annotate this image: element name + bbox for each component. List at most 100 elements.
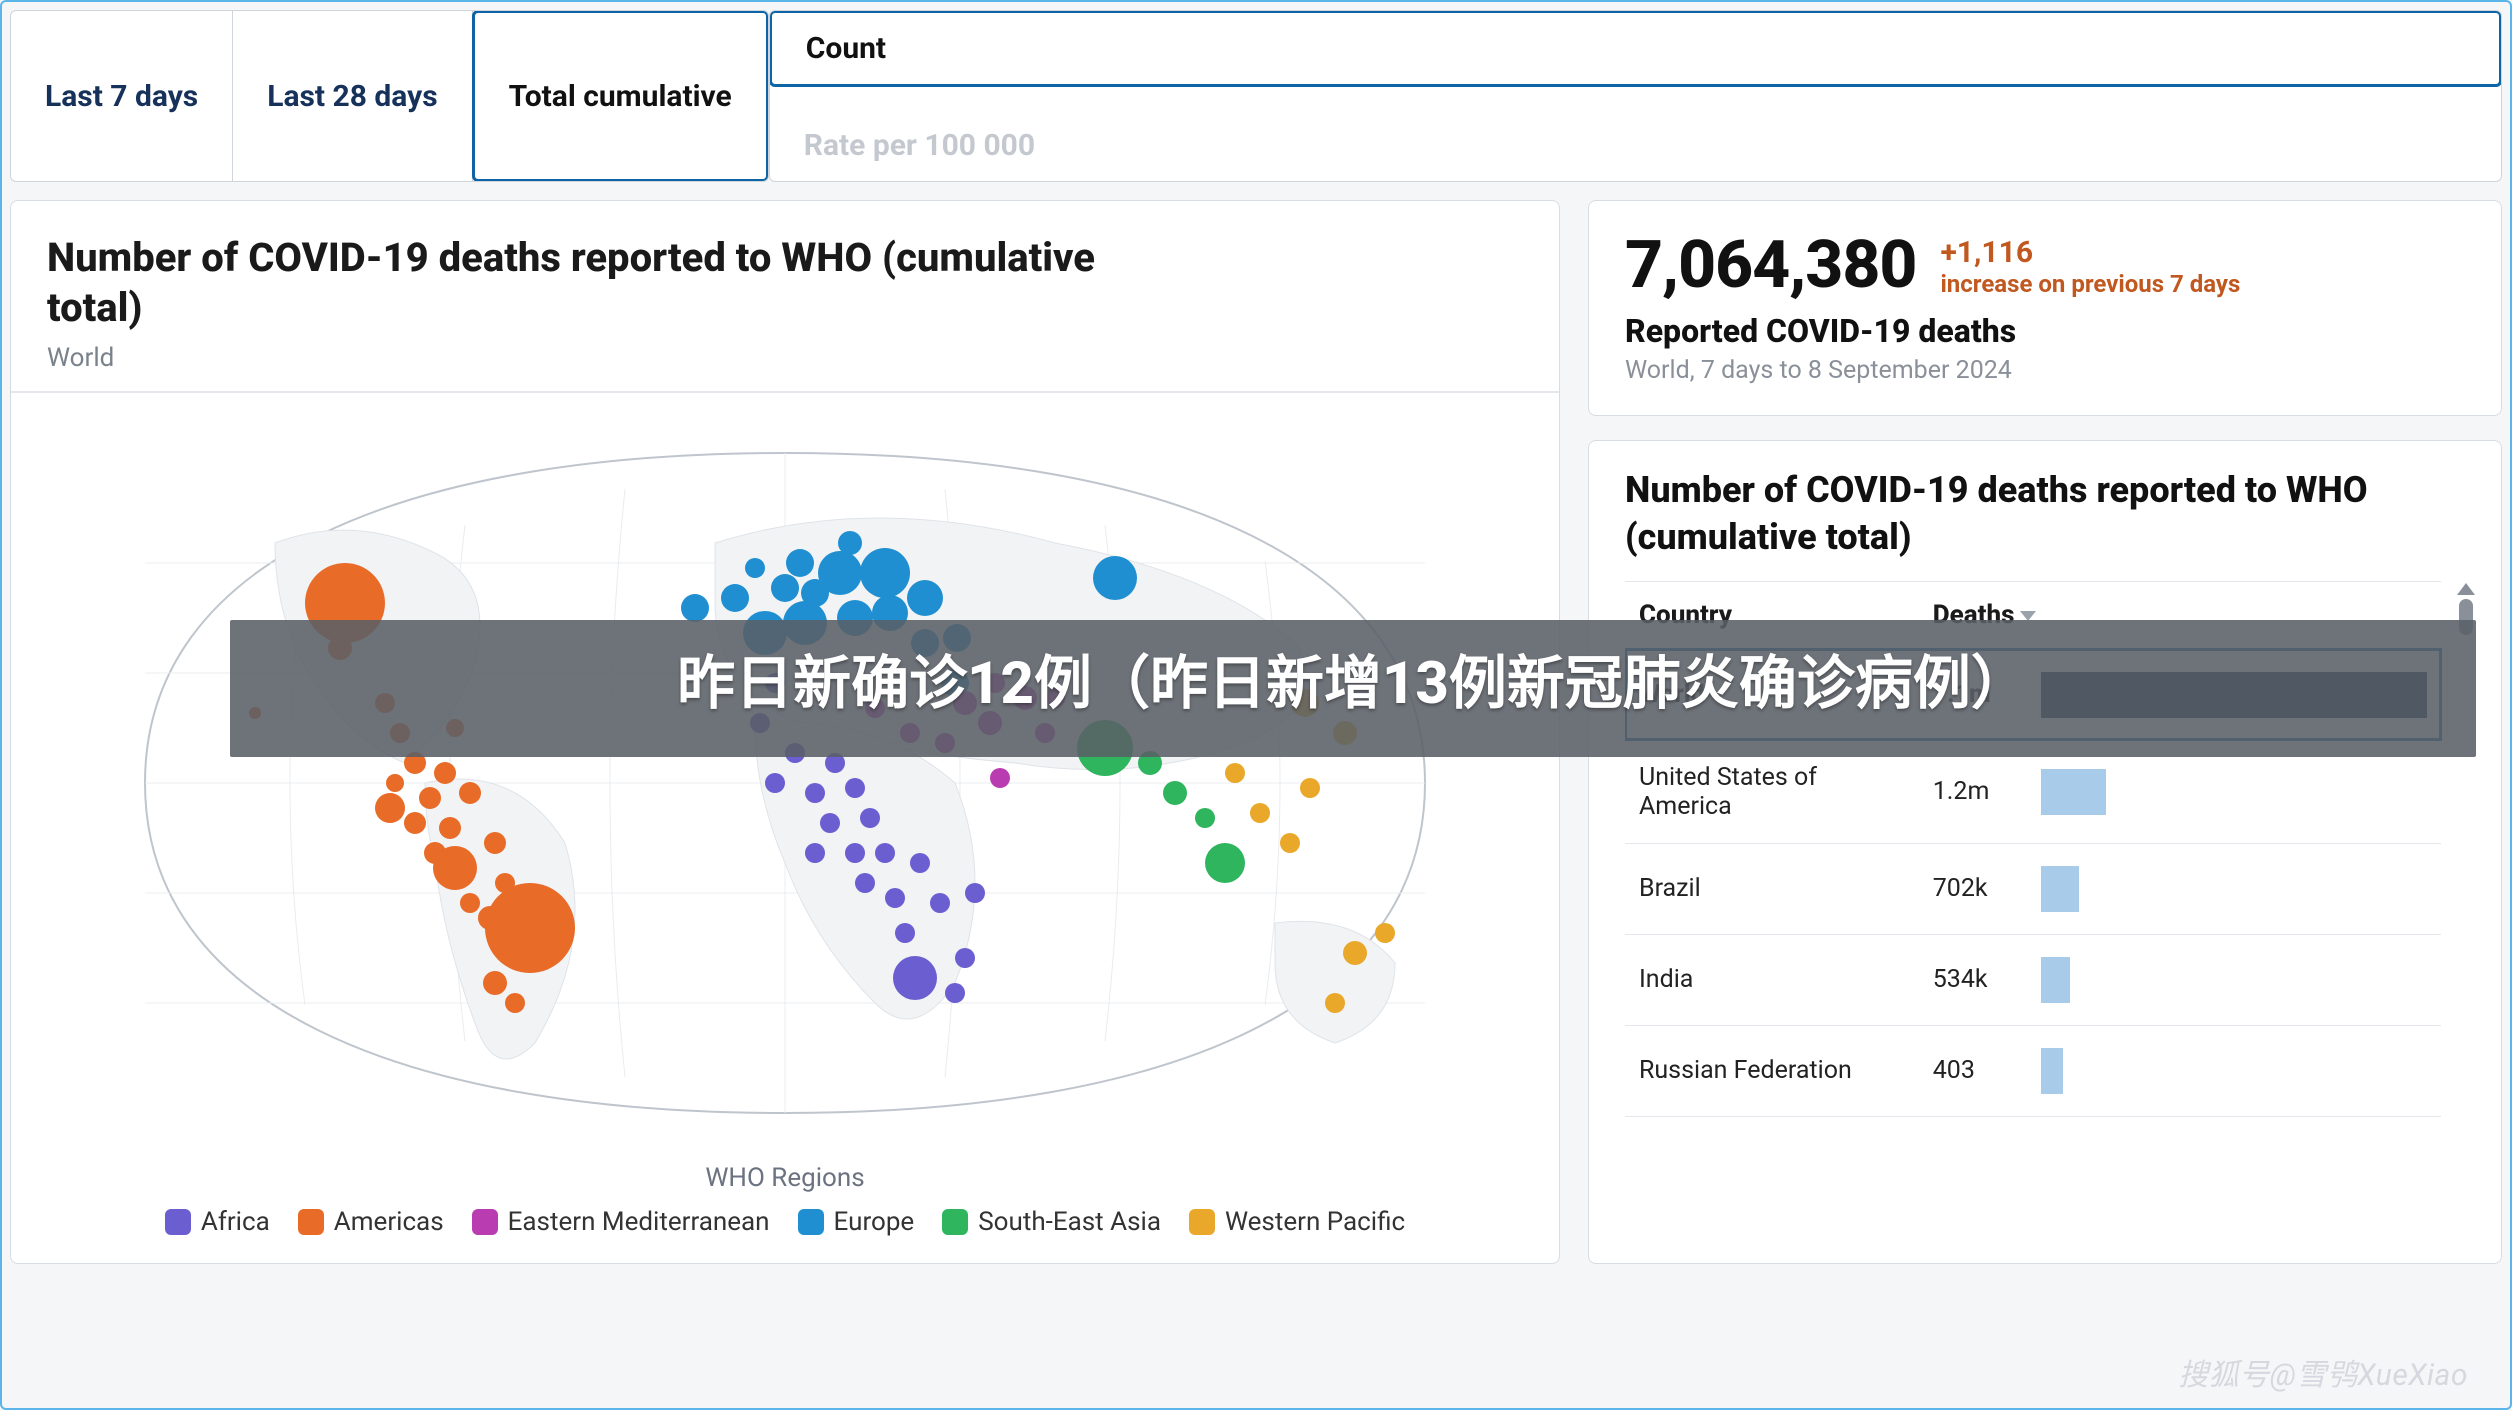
map-bubble[interactable] [910, 853, 930, 873]
time-tab-2[interactable]: Total cumulative [472, 10, 769, 182]
table-title: Number of COVID-19 deaths reported to WH… [1625, 467, 2481, 561]
legend-label: Europe [834, 1207, 915, 1237]
map-legend: WHO Regions Africa Americas Eastern Medite… [11, 1153, 1559, 1263]
map-bubble[interactable] [1300, 778, 1320, 798]
map-bubble[interactable] [1280, 833, 1300, 853]
map-bubble[interactable] [419, 787, 441, 809]
map-bubble[interactable] [895, 923, 915, 943]
map-bubble[interactable] [955, 948, 975, 968]
map-bubble[interactable] [805, 783, 825, 803]
map-bubble[interactable] [1325, 993, 1345, 1013]
map-bubble[interactable] [433, 846, 477, 890]
time-range-tabs: Last 7 daysLast 28 daysTotal cumulative [10, 10, 769, 182]
map-bubble[interactable] [459, 782, 481, 804]
watermark: 搜狐号@雪鸮XueXiao [2178, 1350, 2468, 1394]
top-toolbar: Last 7 daysLast 28 daysTotal cumulative … [10, 10, 2502, 182]
bubble-map[interactable] [11, 393, 1559, 1153]
map-bubble[interactable] [805, 843, 825, 863]
kpi-value: 7,064,380 [1625, 227, 1916, 304]
legend-title: WHO Regions [11, 1163, 1559, 1193]
map-bubble[interactable] [745, 558, 765, 578]
map-bubble[interactable] [434, 762, 456, 784]
map-bubble[interactable] [838, 531, 862, 555]
legend-swatch [798, 1209, 824, 1235]
legend-label: South-East Asia [978, 1207, 1161, 1237]
metric-tab-0[interactable]: Count [769, 10, 2502, 87]
map-bubble[interactable] [818, 551, 862, 595]
map-bubble[interactable] [786, 549, 814, 577]
map-bubble[interactable] [505, 993, 525, 1013]
map-bubble[interactable] [1195, 808, 1215, 828]
map-bubble[interactable] [875, 843, 895, 863]
map-bubble[interactable] [765, 773, 785, 793]
metric-tabs: Count Rate per 100 000 [769, 10, 2502, 182]
table-row[interactable]: Russian Federation403 [1625, 1025, 2441, 1116]
kpi-panel: 7,064,380 +1,116 increase on previous 7 … [1588, 200, 2502, 416]
map-bubble[interactable] [1250, 803, 1270, 823]
legend-item-western-pacific[interactable]: Western Pacific [1189, 1207, 1405, 1237]
map-bubble[interactable] [965, 883, 985, 903]
map-bubble[interactable] [860, 808, 880, 828]
chart-title: Number of COVID-19 deaths reported to WH… [47, 233, 1097, 333]
kpi-label: Reported COVID-19 deaths [1625, 312, 2465, 350]
map-bubble[interactable] [855, 873, 875, 893]
legend-item-americas[interactable]: Americas [298, 1207, 444, 1237]
overlay-headline: 昨日新确诊12例（昨日新增13例新冠肺炎确诊病例） [230, 620, 2476, 757]
map-bubble[interactable] [483, 971, 507, 995]
map-bubble[interactable] [990, 768, 1010, 788]
chart-subtitle: World [47, 343, 1523, 373]
map-bubble[interactable] [1163, 781, 1187, 805]
legend-item-south-east-asia[interactable]: South-East Asia [942, 1207, 1161, 1237]
cell-deaths: 702k [1919, 843, 2441, 934]
map-bubble[interactable] [485, 883, 575, 973]
legend-item-africa[interactable]: Africa [165, 1207, 270, 1237]
map-bubble[interactable] [945, 983, 965, 1003]
legend-swatch [165, 1209, 191, 1235]
map-bubble[interactable] [721, 584, 749, 612]
cell-deaths: 403 [1919, 1025, 2441, 1116]
map-bubble[interactable] [771, 574, 799, 602]
legend-label: Eastern Mediterranean [508, 1207, 770, 1237]
legend-label: Western Pacific [1225, 1207, 1405, 1237]
table-row[interactable]: India534k [1625, 934, 2441, 1025]
kpi-delta: +1,116 [1940, 235, 2240, 270]
scroll-up-icon [2457, 583, 2475, 595]
legend-swatch [472, 1209, 498, 1235]
kpi-delta-label: increase on previous 7 days [1940, 270, 2240, 298]
table-panel: Number of COVID-19 deaths reported to WH… [1588, 440, 2502, 1264]
map-bubble[interactable] [907, 580, 943, 616]
map-bubble[interactable] [375, 793, 405, 823]
cell-country: Russian Federation [1625, 1025, 1919, 1116]
map-bubble[interactable] [439, 817, 461, 839]
map-bubble[interactable] [681, 594, 709, 622]
map-bubble[interactable] [860, 548, 910, 598]
table-row[interactable]: Brazil702k [1625, 843, 2441, 934]
map-bubble[interactable] [845, 843, 865, 863]
map-bubble[interactable] [893, 956, 937, 1000]
map-bubble[interactable] [1093, 556, 1137, 600]
time-tab-0[interactable]: Last 7 days [11, 11, 233, 181]
map-bubble[interactable] [820, 813, 840, 833]
legend-item-eastern-mediterranean[interactable]: Eastern Mediterranean [472, 1207, 770, 1237]
legend-swatch [942, 1209, 968, 1235]
time-tab-1[interactable]: Last 28 days [233, 11, 472, 181]
map-bubble[interactable] [1225, 763, 1245, 783]
map-bubble[interactable] [484, 832, 506, 854]
map-bubble[interactable] [404, 812, 426, 834]
map-bubble[interactable] [460, 893, 480, 913]
legend-swatch [298, 1209, 324, 1235]
map-bubble[interactable] [845, 778, 865, 798]
map-bubble[interactable] [1343, 941, 1367, 965]
legend-item-europe[interactable]: Europe [798, 1207, 915, 1237]
kpi-sublabel: World, 7 days to 8 September 2024 [1625, 356, 2465, 385]
map-bubble[interactable] [1205, 843, 1245, 883]
cell-deaths: 534k [1919, 934, 2441, 1025]
map-bubble[interactable] [930, 893, 950, 913]
map-bubble[interactable] [386, 774, 404, 792]
map-bubble[interactable] [1375, 923, 1395, 943]
legend-label: Africa [201, 1207, 270, 1237]
map-bubble[interactable] [885, 888, 905, 908]
metric-tab-1: Rate per 100 000 [770, 110, 2501, 181]
legend-label: Americas [334, 1207, 444, 1237]
cell-country: Brazil [1625, 843, 1919, 934]
